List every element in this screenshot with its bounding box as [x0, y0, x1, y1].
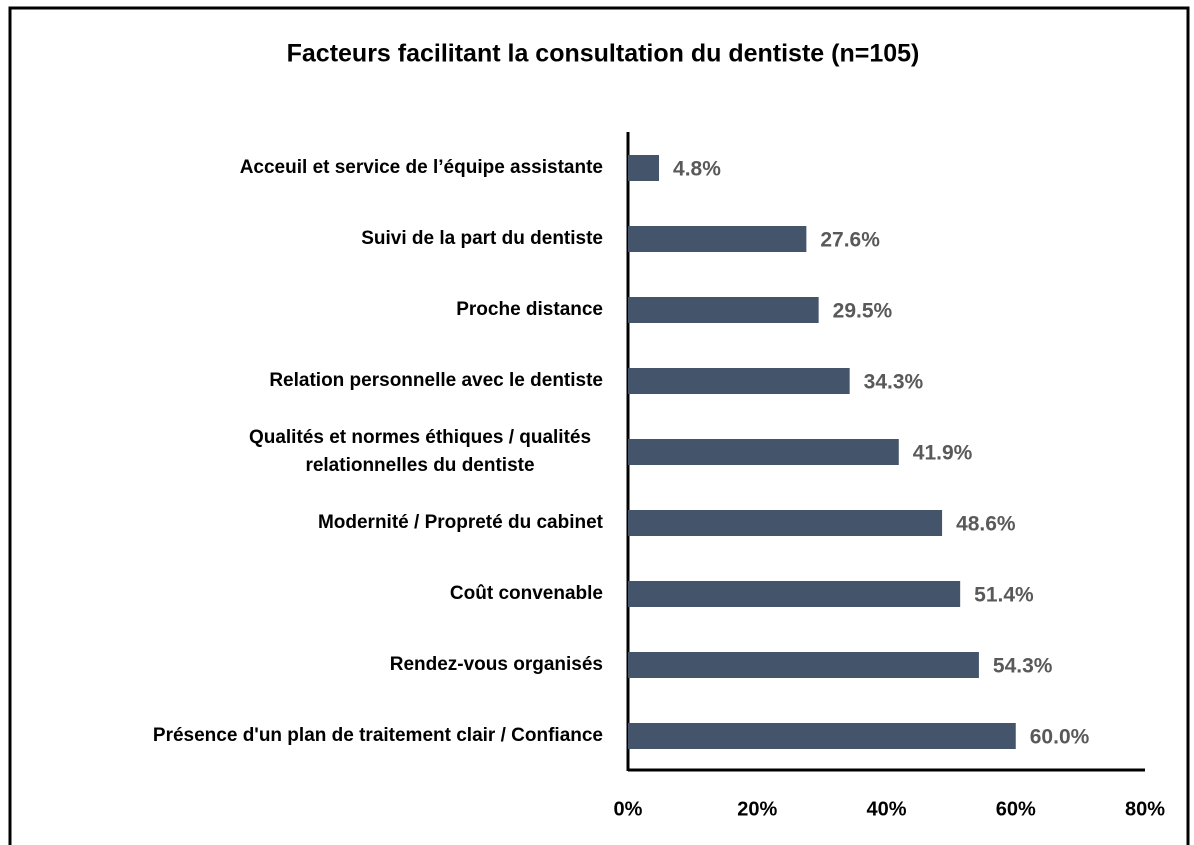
data-label: 34.3%	[864, 371, 924, 394]
x-tick-label: 0%	[614, 798, 643, 820]
bar	[628, 439, 899, 465]
y-tick-label: Relation personnelle avec le dentiste	[269, 370, 603, 391]
data-label: 48.6%	[956, 513, 1016, 536]
y-tick-label: Qualités et normes éthiques / qualités re…	[249, 427, 591, 476]
data-label: 27.6%	[820, 229, 880, 252]
bar	[628, 581, 961, 607]
frame	[8, 6, 1190, 845]
bar	[628, 368, 850, 394]
y-tick-label: Modernité / Propreté du cabinet	[318, 512, 604, 533]
x-tick-label: 40%	[866, 798, 906, 820]
data-label: 41.9%	[913, 442, 973, 465]
y-tick-label: Présence d'un plan de traitement clair /…	[153, 725, 603, 746]
bar	[628, 510, 943, 536]
y-tick-label: Proche distance	[456, 299, 603, 320]
data-label: 4.8%	[673, 158, 721, 181]
bar	[628, 297, 819, 323]
x-tick-label: 80%	[1125, 798, 1165, 820]
bar	[628, 226, 807, 252]
y-tick-label: Acceuil et service de l’équipe assistant…	[240, 157, 603, 178]
data-label: 54.3%	[993, 655, 1053, 678]
y-tick-label: Rendez-vous organisés	[390, 654, 603, 675]
data-label: 51.4%	[974, 584, 1034, 607]
x-tick-label: 20%	[737, 798, 777, 820]
data-label: 60.0%	[1030, 726, 1090, 749]
bar	[628, 155, 660, 181]
bar	[628, 652, 979, 678]
data-label: 29.5%	[833, 300, 893, 323]
x-tick-label: 60%	[996, 798, 1036, 820]
chart-title: Facteurs facilitant la consultation du d…	[287, 40, 920, 68]
y-tick-label: Suivi de la part du dentiste	[361, 228, 603, 249]
y-tick-label: Coût convenable	[450, 583, 603, 604]
bar	[628, 723, 1016, 749]
